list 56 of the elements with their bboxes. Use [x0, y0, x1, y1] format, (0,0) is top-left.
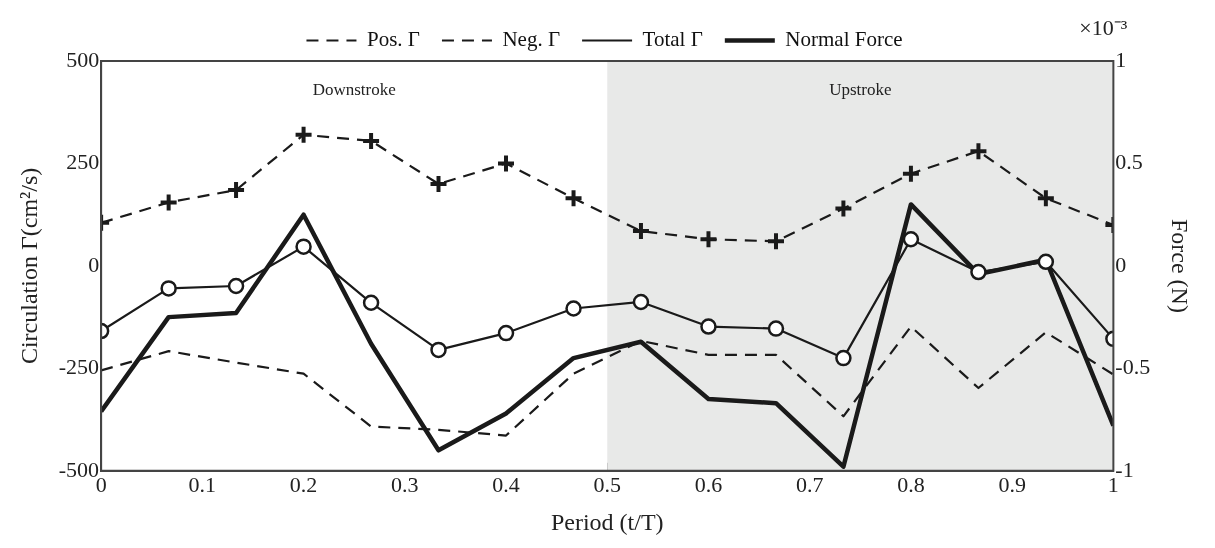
x-tick-label: 0.3	[391, 471, 419, 497]
text: ×10⁻³	[1079, 14, 1128, 40]
y-tick-label: 0	[88, 251, 100, 277]
x-tick-label: 0.4	[492, 471, 520, 497]
y2-tick-label: 1	[1115, 46, 1127, 72]
y-axis-title: Circulation Γ(cm²/s)	[15, 167, 42, 365]
y2-tick-label: 0.5	[1115, 149, 1143, 175]
band-label: Downstroke	[312, 80, 396, 100]
legend-label: Pos. Γ	[366, 27, 420, 52]
point	[295, 238, 312, 255]
x-tick-label: 0.2	[289, 471, 318, 497]
y2-axis-title: Force (N)	[1167, 218, 1194, 313]
point	[765, 231, 786, 252]
point	[700, 318, 717, 335]
point	[362, 294, 380, 312]
point	[428, 173, 449, 194]
point	[900, 163, 921, 184]
x-tick-label: 0.1	[188, 471, 217, 497]
point	[835, 349, 852, 367]
point	[1035, 188, 1056, 209]
point	[968, 141, 989, 162]
y-tick-label: 500	[66, 46, 100, 72]
legend-label: Normal Force	[785, 27, 903, 52]
y2-tick-label: 0	[1115, 251, 1127, 277]
point	[496, 153, 517, 174]
y2-tick-label: -0.5	[1115, 354, 1151, 380]
point	[430, 341, 447, 359]
point	[361, 130, 382, 151]
x-tick-label: 0.9	[998, 471, 1026, 497]
y-tick-label: 250	[66, 149, 100, 175]
point	[833, 198, 854, 219]
point	[497, 324, 515, 342]
point	[160, 280, 177, 297]
point	[632, 293, 650, 311]
point	[970, 263, 987, 281]
legend-label: Total Γ	[642, 27, 703, 52]
y2-tick-label: -1	[1115, 456, 1134, 482]
point	[630, 221, 651, 242]
point	[293, 124, 314, 145]
x-axis-title: Period (t/T)	[550, 508, 664, 535]
x-tick-label: 0.5	[593, 471, 621, 497]
point	[698, 229, 719, 250]
point	[226, 180, 247, 201]
band-label: Upstroke	[829, 80, 892, 100]
point	[1037, 253, 1055, 271]
point	[563, 188, 584, 209]
x-tick-label: 0.8	[897, 471, 925, 497]
point	[902, 231, 920, 248]
point	[565, 300, 582, 317]
y-tick-label: -250	[58, 354, 100, 380]
point	[227, 277, 245, 295]
x-tick-label: 0.7	[795, 471, 824, 497]
legend-label: Neg. Γ	[502, 27, 561, 52]
point	[767, 320, 785, 337]
point	[158, 192, 179, 213]
x-tick-label: 0.6	[694, 471, 723, 497]
